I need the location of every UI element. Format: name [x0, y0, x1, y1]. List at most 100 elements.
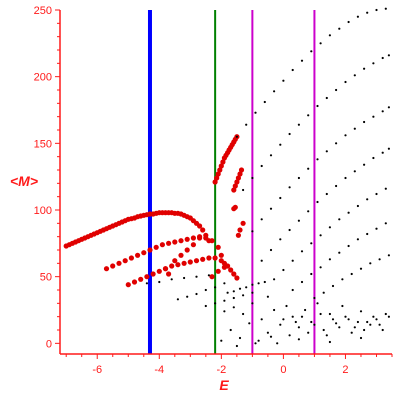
data-point-s1-68: [300, 250, 304, 253]
data-point-s0-118: [238, 167, 245, 173]
data-point-s1-108: [214, 286, 217, 289]
data-point-s0-65: [215, 244, 221, 250]
data-point-s1-52: [279, 238, 282, 241]
data-point-s0-76: [175, 262, 181, 268]
data-point-s1-129: [273, 308, 276, 312]
data-point-s1-26: [325, 96, 328, 100]
data-point-s1-81: [319, 266, 322, 269]
data-point-s1-175: [269, 335, 273, 338]
data-point-s0-89: [178, 252, 184, 258]
data-point-s0-59: [178, 238, 184, 244]
data-point-s1-106: [195, 292, 198, 296]
data-point-s1-136: [316, 302, 319, 305]
data-point-s1-31: [372, 62, 375, 65]
data-point-s1-30: [363, 67, 366, 70]
data-point-s0-72: [150, 271, 156, 277]
data-point-s1-6: [291, 68, 294, 72]
data-point-s1-61: [363, 163, 366, 166]
data-point-s1-64: [387, 147, 390, 150]
data-point-s1-98: [145, 282, 148, 285]
data-point-s0-77: [181, 260, 187, 266]
data-point-s1-100: [170, 278, 173, 281]
data-point-s1-40: [307, 167, 310, 170]
data-point-s1-41: [316, 158, 319, 161]
data-point-s1-157: [300, 315, 304, 318]
data-point-s1-9: [319, 42, 322, 45]
axes: -6 -4 -2 0 2 0 50 100 150 200 250: [34, 5, 393, 376]
data-point-s1-1: [245, 123, 248, 126]
data-point-s1-22: [288, 132, 291, 136]
x-tick-label: -6: [92, 364, 102, 376]
data-point-s0-103: [220, 159, 226, 165]
y-tick-label: 200: [34, 72, 52, 84]
data-point-s1-105: [186, 295, 189, 298]
data-point-s1-4: [273, 90, 276, 93]
data-point-s0-123: [240, 220, 246, 226]
data-point-s0-68: [125, 282, 131, 288]
data-point-s0-43: [197, 223, 203, 229]
data-point-s1-171: [387, 315, 390, 318]
data-point-s0-120: [232, 204, 238, 210]
data-point-s1-167: [363, 328, 366, 332]
data-point-s1-80: [310, 272, 313, 276]
data-point-s1-150: [248, 322, 251, 325]
data-point-s1-140: [341, 304, 344, 308]
data-point-s1-143: [359, 310, 363, 313]
y-tick-label: 100: [34, 205, 52, 217]
data-point-s1-141: [347, 318, 350, 321]
data-point-s0-96: [215, 268, 221, 274]
y-tick-label: 50: [40, 272, 52, 284]
data-point-s0-92: [197, 234, 203, 240]
data-point-s0-80: [200, 256, 206, 262]
data-point-s1-115: [251, 291, 254, 294]
data-point-s0-79: [193, 258, 200, 264]
data-point-s0-122: [237, 227, 243, 233]
data-point-s1-0: [235, 135, 238, 138]
data-point-s1-60: [353, 170, 356, 173]
data-point-s1-165: [350, 331, 353, 334]
data-point-s1-133: [297, 326, 300, 329]
data-point-s1-92: [341, 278, 344, 281]
data-point-s1-19: [260, 164, 263, 168]
data-point-s1-59: [344, 176, 347, 180]
data-point-s0-88: [172, 258, 178, 264]
data-point-s0-113: [231, 187, 237, 193]
data-point-s0-87: [234, 275, 240, 281]
data-point-s1-160: [319, 312, 322, 316]
data-point-s0-50: [122, 258, 128, 264]
data-point-s1-152: [266, 331, 269, 334]
data-point-s1-12: [347, 20, 350, 24]
data-point-s0-75: [169, 263, 175, 269]
x-tick-label: 2: [342, 364, 348, 376]
data-point-s1-139: [335, 322, 338, 325]
data-point-s1-17: [242, 188, 245, 192]
data-point-s0-95: [209, 274, 215, 280]
data-point-s0-61: [190, 235, 196, 241]
data-point-s1-69: [310, 242, 313, 245]
data-point-s1-14: [366, 11, 369, 14]
data-point-s1-15: [375, 8, 378, 12]
data-point-s0-98: [212, 179, 218, 185]
data-point-s1-95: [369, 262, 372, 265]
data-point-s1-28: [344, 80, 347, 84]
data-point-s1-93: [350, 272, 353, 276]
x-tick-label: 0: [280, 364, 286, 376]
data-point-s0-49: [116, 260, 122, 266]
data-point-s1-39: [297, 176, 300, 180]
data-point-s0-91: [190, 242, 196, 248]
data-point-s0-114: [232, 183, 238, 189]
data-point-s1-55: [307, 210, 310, 213]
data-point-s1-13: [356, 15, 359, 18]
data-point-s1-172: [220, 339, 223, 342]
data-point-s1-156: [294, 320, 297, 324]
data-point-s1-109: [223, 282, 226, 285]
data-point-s1-71: [328, 226, 331, 229]
data-point-s1-96: [378, 258, 381, 261]
data-point-s0-71: [144, 274, 150, 280]
x-tick-label: -2: [216, 364, 226, 376]
data-point-s1-166: [356, 320, 359, 324]
data-point-s1-101: [183, 276, 186, 280]
data-point-s1-91: [331, 284, 335, 288]
data-point-s0-53: [141, 250, 147, 256]
data-point-s1-164: [344, 315, 347, 318]
